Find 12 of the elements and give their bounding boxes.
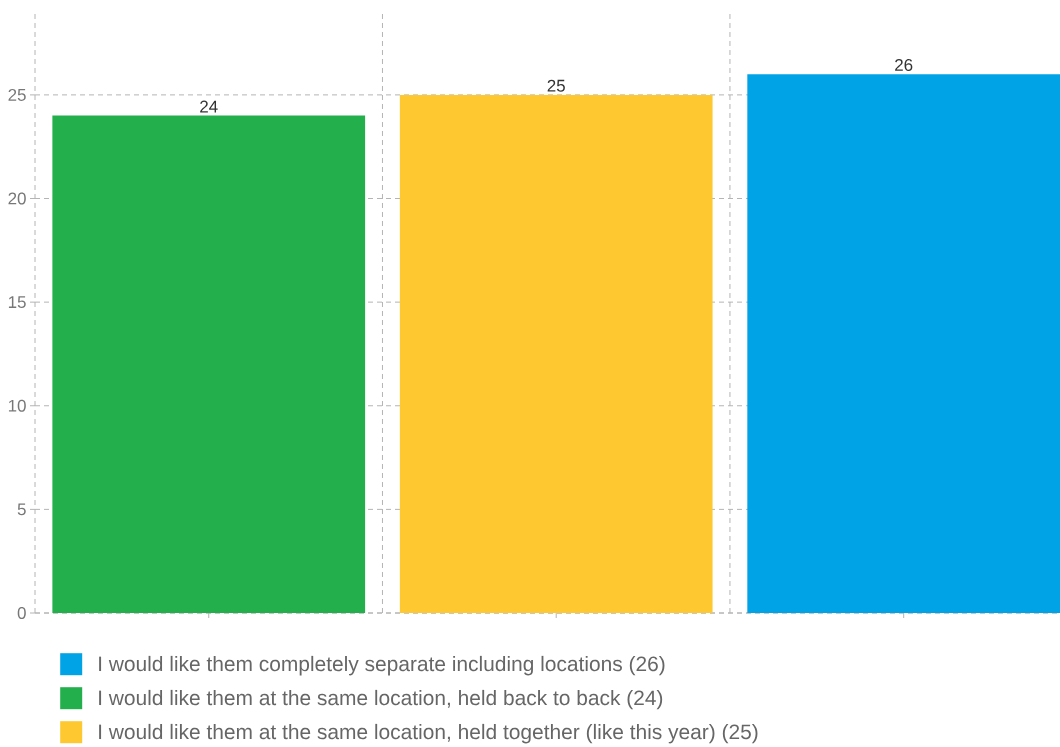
data-label: 24 xyxy=(200,100,218,113)
y-tick-label: 15 xyxy=(8,296,26,309)
legend-label: I would like them at the same location, held back to back (24) xyxy=(99,689,663,710)
legend-label: I would like them at the same location, held together (like this year) (25) xyxy=(99,723,758,744)
y-tick-label: 5 xyxy=(17,503,26,516)
data-label: 26 xyxy=(895,58,913,71)
legend-label: I would like them completely separate including locations (26) xyxy=(99,655,665,676)
y-tick-label: 25 xyxy=(8,88,26,101)
data-label: 25 xyxy=(547,79,565,92)
y-tick-label: 10 xyxy=(8,399,26,412)
y-tick-label: 0 xyxy=(17,607,26,619)
y-tick-label: 20 xyxy=(8,192,26,205)
